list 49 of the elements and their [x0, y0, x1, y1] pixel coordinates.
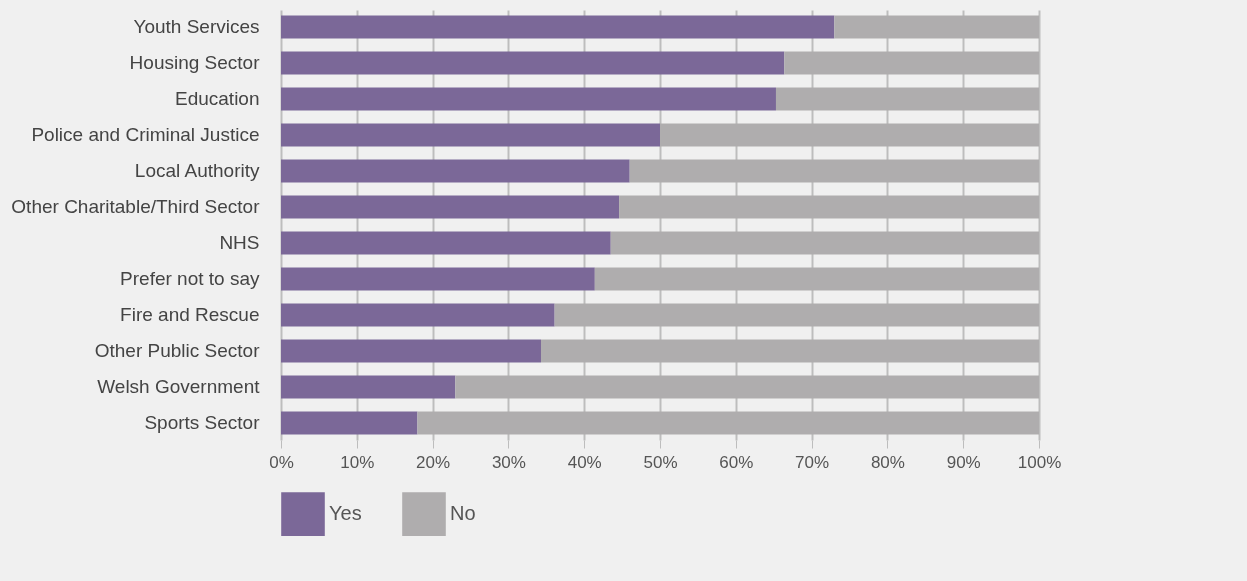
bar — [281, 303, 555, 327]
legend-label: Yes — [329, 502, 362, 525]
y-tick-label: NHS — [219, 231, 260, 253]
bar — [281, 339, 541, 363]
x-tick-label: 30% — [491, 452, 526, 472]
bar — [594, 267, 1039, 291]
x-tick-label: 70% — [795, 452, 830, 472]
x-tick-label: 50% — [643, 452, 678, 472]
x-tick-label: 40% — [567, 452, 602, 472]
bar — [554, 303, 1039, 327]
x-tick-label: 100% — [1017, 452, 1062, 472]
x-tick-label: 10% — [340, 452, 375, 472]
bar — [629, 159, 1039, 183]
bar — [455, 375, 1039, 399]
bar — [610, 231, 1039, 255]
y-tick-label: Local Authority — [134, 160, 260, 182]
bar — [281, 87, 776, 111]
bar — [281, 123, 660, 147]
bar — [281, 159, 630, 183]
bar — [619, 195, 1039, 219]
bar — [660, 123, 1039, 147]
bar — [281, 51, 785, 75]
bar — [834, 15, 1039, 39]
x-tick-label: 60% — [719, 452, 754, 472]
x-tick-label: 90% — [946, 452, 981, 472]
y-tick-label: Housing Sector — [129, 52, 261, 74]
y-tick-label: Sports Sector — [144, 411, 261, 433]
legend-label: No — [450, 502, 476, 525]
x-tick-label: 80% — [870, 452, 905, 472]
y-tick-label: Education — [174, 88, 260, 110]
y-tick-label: Prefer not to say — [120, 267, 260, 289]
bar — [281, 411, 418, 435]
bar — [784, 51, 1039, 75]
x-tick-label: 0% — [269, 452, 294, 472]
y-tick-label: Youth Services — [133, 16, 260, 38]
bar — [281, 15, 835, 39]
bar — [540, 339, 1039, 363]
bar — [775, 87, 1039, 111]
bar — [281, 195, 620, 219]
y-tick-label: Fire and Rescue — [120, 303, 260, 325]
y-tick-label: Other Public Sector — [94, 339, 261, 361]
x-tick-label: 20% — [416, 452, 451, 472]
y-tick-label: Welsh Government — [97, 375, 261, 397]
y-tick-label: Police and Criminal Justice — [31, 124, 260, 146]
bar — [417, 411, 1039, 435]
bar — [281, 267, 595, 291]
bar — [281, 231, 611, 255]
bar — [281, 375, 456, 399]
y-tick-label: Other Charitable/Third Sector — [11, 196, 261, 218]
